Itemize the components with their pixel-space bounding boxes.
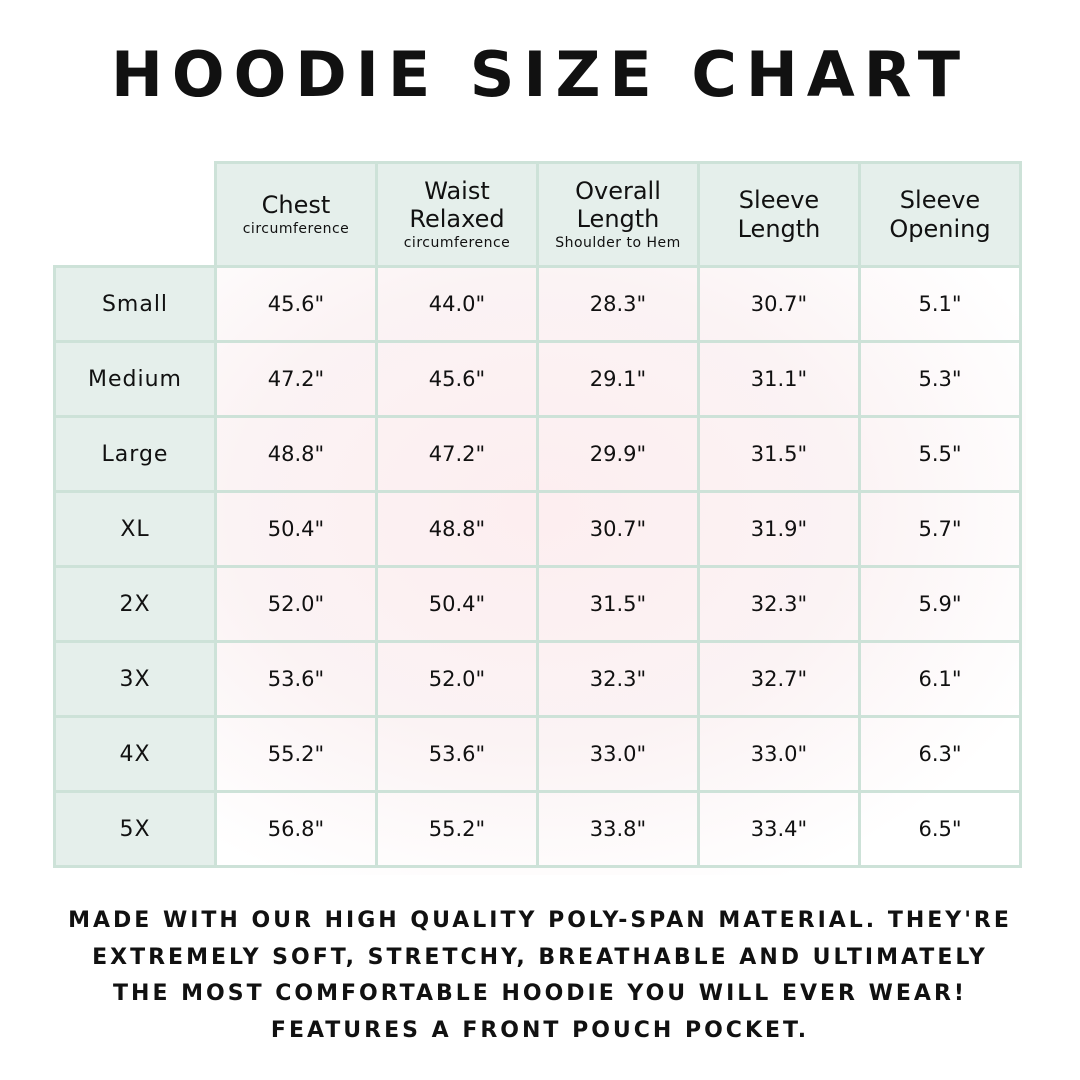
measurement-cell: 56.8" bbox=[214, 790, 378, 868]
measurement-cell: 33.4" bbox=[697, 790, 861, 868]
column-header-waist: Waist Relaxed circumference bbox=[375, 161, 539, 268]
size-label: Medium bbox=[53, 340, 217, 418]
column-header-length: Overall Length Shoulder to Hem bbox=[536, 161, 700, 268]
measurement-cell: 52.0" bbox=[214, 565, 378, 643]
measurement-cell: 33.8" bbox=[536, 790, 700, 868]
column-header-sleeve-opening: Sleeve Opening bbox=[858, 161, 1022, 268]
measurement-cell: 53.6" bbox=[214, 640, 378, 718]
measurement-cell: 5.5" bbox=[858, 415, 1022, 493]
table-row: 4X 55.2" 53.6" 33.0" 33.0" 6.3" bbox=[53, 715, 1022, 793]
description-line: the most comfortable hoodie you will eve… bbox=[113, 981, 967, 1006]
measurement-cell: 31.5" bbox=[697, 415, 861, 493]
measurement-cell: 29.1" bbox=[536, 340, 700, 418]
measurement-cell: 50.4" bbox=[375, 565, 539, 643]
measurement-cell: 6.3" bbox=[858, 715, 1022, 793]
measurement-cell: 31.9" bbox=[697, 490, 861, 568]
measurement-cell: 55.2" bbox=[375, 790, 539, 868]
header-row: Chest circumference Waist Relaxed circumfe… bbox=[55, 161, 1022, 268]
description-line: Features a front pouch pocket. bbox=[270, 1017, 810, 1043]
measurement-cell: 33.0" bbox=[536, 715, 700, 793]
measurement-cell: 28.3" bbox=[536, 265, 700, 343]
table-row: 2X 52.0" 50.4" 31.5" 32.3" 5.9" bbox=[53, 565, 1022, 643]
table-row: Small 45.6" 44.0" 28.3" 30.7" 5.1" bbox=[53, 265, 1022, 343]
table-row: XL 50.4" 48.8" 30.7" 31.9" 5.7" bbox=[53, 490, 1022, 568]
size-label: 2X bbox=[53, 565, 217, 643]
measurement-cell: 5.9" bbox=[858, 565, 1022, 643]
measurement-cell: 29.9" bbox=[536, 415, 700, 493]
size-label: XL bbox=[53, 490, 217, 568]
measurement-cell: 32.3" bbox=[536, 640, 700, 718]
size-label: 3X bbox=[53, 640, 217, 718]
measurement-cell: 48.8" bbox=[214, 415, 378, 493]
page-title: HOODIE SIZE CHART bbox=[110, 38, 969, 111]
measurement-cell: 50.4" bbox=[214, 490, 378, 568]
table-row: 3X 53.6" 52.0" 32.3" 32.7" 6.1" bbox=[53, 640, 1022, 718]
measurement-cell: 47.2" bbox=[214, 340, 378, 418]
measurement-cell: 30.7" bbox=[697, 265, 861, 343]
measurement-cell: 47.2" bbox=[375, 415, 539, 493]
measurement-cell: 48.8" bbox=[375, 490, 539, 568]
measurement-cell: 31.5" bbox=[536, 565, 700, 643]
corner-cell bbox=[55, 163, 216, 267]
measurement-cell: 30.7" bbox=[536, 490, 700, 568]
measurement-cell: 5.1" bbox=[858, 265, 1022, 343]
description: Made with our high quality poly-span mat… bbox=[0, 903, 1080, 1049]
table-row: Medium 47.2" 45.6" 29.1" 31.1" 5.3" bbox=[53, 340, 1022, 418]
measurement-cell: 32.3" bbox=[697, 565, 861, 643]
measurement-cell: 45.6" bbox=[214, 265, 378, 343]
measurement-cell: 5.7" bbox=[858, 490, 1022, 568]
column-header-chest: Chest circumference bbox=[214, 161, 378, 268]
column-header-sleeve-length: Sleeve Length bbox=[697, 161, 861, 268]
measurement-cell: 6.5" bbox=[858, 790, 1022, 868]
measurement-cell: 53.6" bbox=[375, 715, 539, 793]
table-row: Large 48.8" 47.2" 29.9" 31.5" 5.5" bbox=[53, 415, 1022, 493]
measurement-cell: 31.1" bbox=[697, 340, 861, 418]
size-label: Small bbox=[53, 265, 217, 343]
measurement-cell: 32.7" bbox=[697, 640, 861, 718]
measurement-cell: 52.0" bbox=[375, 640, 539, 718]
measurement-cell: 45.6" bbox=[375, 340, 539, 418]
size-label: Large bbox=[53, 415, 217, 493]
size-label: 5X bbox=[53, 790, 217, 868]
table-row: 5X 56.8" 55.2" 33.8" 33.4" 6.5" bbox=[53, 790, 1022, 868]
measurement-cell: 5.3" bbox=[858, 340, 1022, 418]
description-line: extremely soft, stretchy, breathable and… bbox=[92, 944, 988, 970]
description-line: Made with our high quality poly-span mat… bbox=[68, 908, 1012, 933]
measurement-cell: 55.2" bbox=[214, 715, 378, 793]
measurement-cell: 44.0" bbox=[375, 265, 539, 343]
size-chart-table: Chest circumference Waist Relaxed circumfe… bbox=[53, 161, 1022, 868]
size-label: 4X bbox=[53, 715, 217, 793]
measurement-cell: 6.1" bbox=[858, 640, 1022, 718]
measurement-cell: 33.0" bbox=[697, 715, 861, 793]
